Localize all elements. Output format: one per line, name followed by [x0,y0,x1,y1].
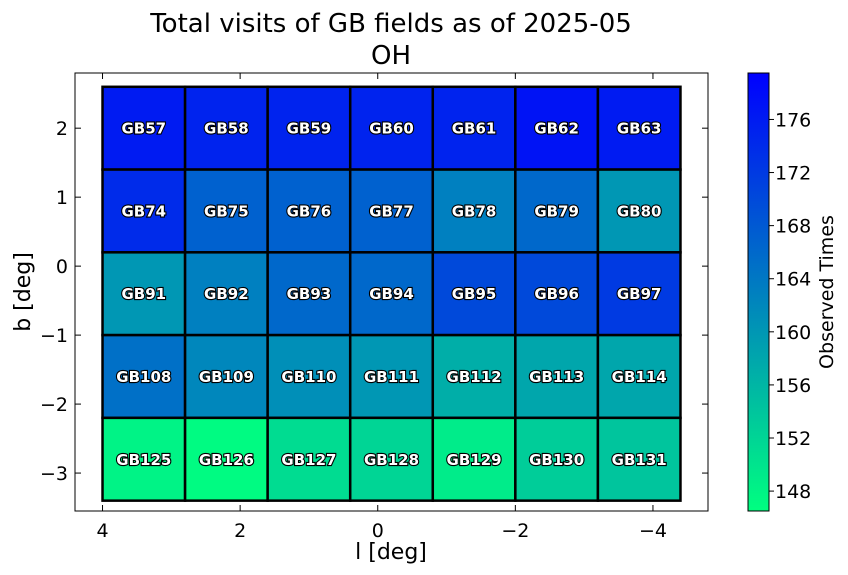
heatmap-cell [266,416,352,502]
y-tick-label: 0 [56,256,68,278]
chart-title: Total visits of GB fields as of 2025-05 [149,9,632,39]
heatmap-cell [596,251,682,337]
y-axis-label: b [deg] [11,252,36,332]
x-tick-label: −4 [639,520,667,542]
cell-field-label: GB57 [121,120,166,138]
x-tick-label: 0 [372,520,384,542]
colorbar [747,72,770,512]
cell-field-label: GB126 [199,451,254,469]
cell-field-label: GB108 [116,368,171,386]
cell-field-label: GB94 [369,285,414,303]
plot-frame [74,72,709,512]
cell-field-label: GB74 [121,202,166,220]
heatmap-cell [514,416,600,502]
heatmap-cells [101,85,682,502]
y-tick-label: −1 [40,325,68,347]
cell-field-label: GB62 [534,120,579,138]
heatmap-cell [266,168,352,254]
cell-field-label: GB109 [199,368,254,386]
cell-field-label: GB96 [534,285,579,303]
heatmap-cell [266,251,352,337]
cell-field-label: GB131 [612,451,667,469]
heatmap-cell [101,85,187,171]
colorbar-tick-label: 172 [775,163,811,185]
cell-field-label: GB80 [617,202,662,220]
cell-field-label: GB110 [281,368,336,386]
y-tick-label: 2 [56,118,68,140]
cell-field-label: GB93 [287,285,332,303]
x-tick-label: 2 [234,520,246,542]
cell-field-label: GB79 [534,202,579,220]
cell-field-label: GB77 [369,202,414,220]
cell-field-label: GB75 [204,202,249,220]
cell-field-label: GB92 [204,285,249,303]
heatmap-cell [101,416,187,502]
cell-field-label: GB95 [452,285,497,303]
cell-field-label: GB127 [281,451,336,469]
y-tick-label: −2 [40,394,68,416]
x-tick-label: 4 [96,520,108,542]
colorbar-tick-label: 168 [775,216,811,238]
heatmap-cell [101,168,187,254]
cell-field-label: GB76 [287,202,332,220]
x-tick-label: −2 [501,520,529,542]
colorbar-tick-label: 156 [775,375,811,397]
heatmap-cell [514,333,600,420]
cell-field-label: GB59 [287,120,332,138]
colorbar-label: Observed Times [816,215,838,369]
cell-field-label: GB128 [364,451,419,469]
heatmap-cell [101,333,187,420]
colorbar-tick-label: 148 [775,481,811,503]
cell-field-label: GB130 [529,451,584,469]
heatmap-cell [183,251,269,337]
cell-field-label: GB60 [369,120,414,138]
cell-field-label: GB63 [617,120,662,138]
heatmap-cell [596,168,682,254]
cell-field-label: GB129 [447,451,502,469]
x-axis: 4 2 0 −2 −4 [96,73,667,542]
heatmap-cell [514,251,600,337]
colorbar-ticks: 148 152 156 160 164 168 172 176 [769,109,811,503]
cell-field-label: GB61 [452,120,497,138]
heatmap-cell [514,85,600,171]
cell-field-label: GB111 [364,368,419,386]
heatmap-cell-labels: GB57 GB58 GB59 GB60 GB61 GB62 GB63 GB74 GB75 GB76… [115,119,668,470]
heatmap-cell [596,416,682,502]
heatmap-cell [183,333,269,420]
colorbar-tick-label: 164 [775,269,811,291]
heatmap-cell [431,251,517,337]
cell-field-label: GB125 [116,451,171,469]
y-tick-label: 1 [56,187,68,209]
colorbar-tick-label: 152 [775,428,811,450]
cell-field-label: GB91 [121,285,166,303]
cell-field-label: GB112 [447,368,502,386]
cell-field-label: GB114 [612,368,667,386]
cell-field-label: GB113 [529,368,584,386]
colorbar-tick-label: 176 [775,109,811,131]
cell-field-label: GB58 [204,120,249,138]
y-axis: 2 1 0 −1 −2 −3 [40,118,708,485]
cell-field-label: GB78 [452,202,497,220]
colorbar-tick-label: 160 [775,322,811,344]
y-tick-label: −3 [40,463,68,485]
x-axis-label: l [deg] [355,540,427,565]
heatmap-cell [431,168,517,254]
heatmap-cell [183,85,269,171]
cell-field-label: GB97 [617,285,662,303]
chart-subtitle: OH [371,41,411,71]
